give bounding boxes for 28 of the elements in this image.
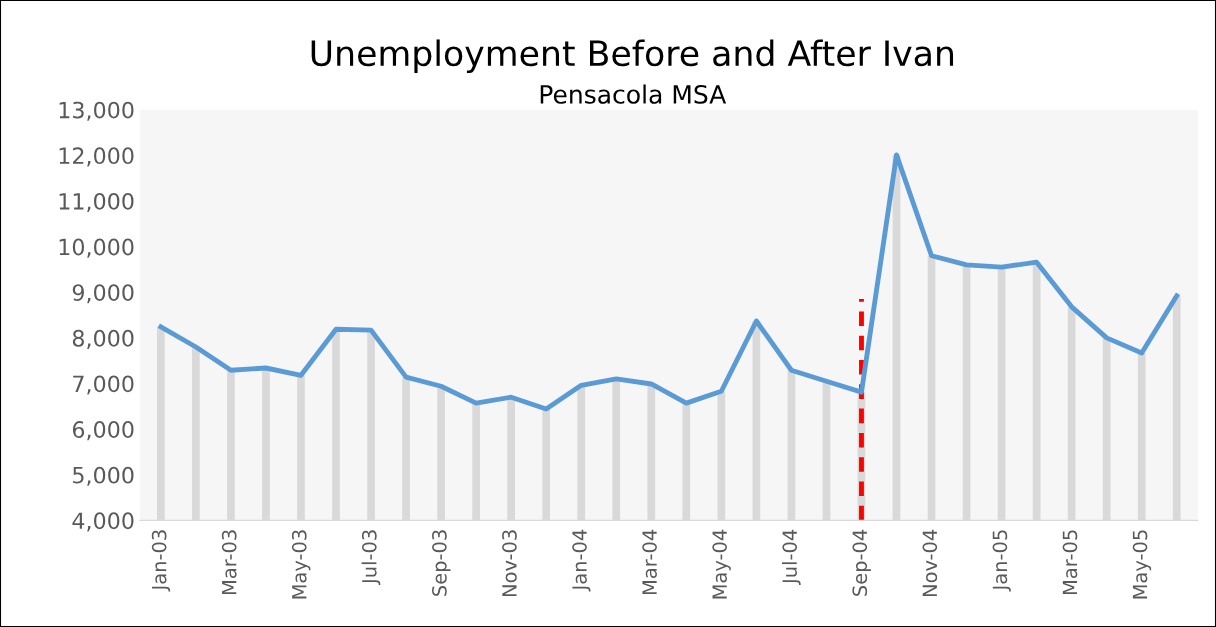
- y-tick-label: 5,000: [73, 466, 134, 486]
- x-tick-label: Jan-03: [151, 530, 171, 592]
- y-tick-label: 4,000: [72, 512, 134, 532]
- x-tick-label: May-04: [712, 529, 731, 599]
- line-series: [158, 152, 1180, 412]
- x-tick-label: May-05: [1132, 530, 1152, 599]
- x-tick-label: Jul-04: [782, 529, 801, 585]
- x-tick-label: Nov-03: [502, 530, 517, 597]
- x-tick-label: Mar-04: [642, 529, 657, 595]
- y-tick-label: 8,000: [72, 329, 134, 349]
- chart-subtitle: Pensacola MSA: [540, 84, 727, 104]
- x-tick-label: Jan-05: [992, 530, 1011, 592]
- x-tick-label: Jul-03: [361, 530, 381, 585]
- x-tick-label: May-03: [291, 530, 311, 599]
- x-tick-label: Jan-04: [572, 529, 591, 592]
- y-tick-label: 11,000: [59, 192, 134, 213]
- x-tick-label: Mar-03: [221, 530, 237, 595]
- y-tick-label: 12,000: [59, 147, 134, 167]
- y-tick-label: 9,000: [72, 284, 134, 304]
- y-tick-label: 10,000: [59, 238, 134, 258]
- x-tick-label: Mar-05: [1062, 530, 1078, 595]
- y-tick-label: 13,000: [59, 101, 134, 121]
- y-tick-label: 6,000: [72, 421, 134, 441]
- x-tick-label: Sep-04: [852, 529, 871, 596]
- x-tick-label: Sep-03: [432, 530, 451, 596]
- y-tick-label: 7,000: [73, 375, 134, 395]
- x-tick-label: Nov-04: [922, 529, 938, 597]
- chart-title: Unemployment Before and After Ivan: [311, 39, 954, 74]
